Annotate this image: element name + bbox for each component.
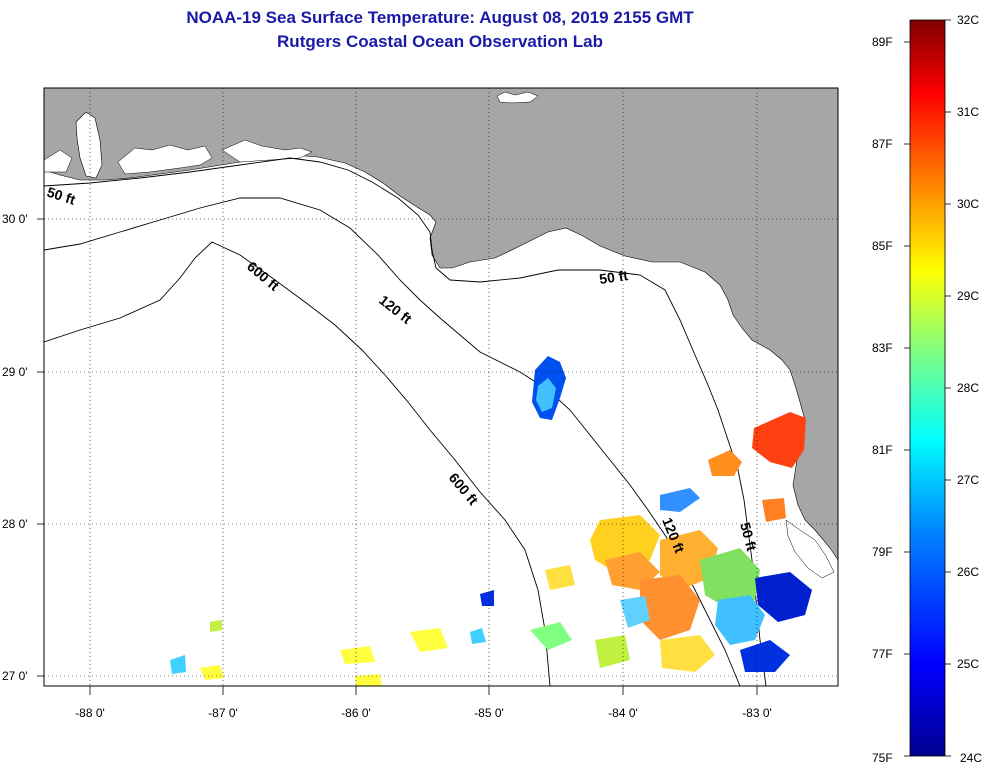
lon-label-87: -87 0' [208,706,238,720]
contour-50ft [44,157,767,686]
cbar-f-87: 87F [872,137,893,151]
map-subtitle: Rutgers Coastal Ocean Observation Lab [277,32,603,51]
perdido-bay [44,149,73,173]
lat-label-28: 28 0' [2,517,28,531]
contour-label-50ft-south: 50 ft [737,521,760,553]
graticule [44,88,838,686]
lat-label-27: 27 0' [2,669,28,683]
lon-label-85: -85 0' [474,706,504,720]
cbar-c-24: 24C [960,751,982,765]
lat-label-29: 29 0' [2,365,28,379]
lon-label-88: -88 0' [75,706,105,720]
lon-label-86: -86 0' [341,706,371,720]
map-frame [43,87,839,687]
cbar-c-28: 28C [957,381,979,395]
tampa-bay [785,519,835,579]
colorbar [909,19,946,757]
cbar-c-29: 29C [957,289,979,303]
contour-label-50ft-east: 50 ft [598,267,629,287]
cbar-f-79: 79F [872,545,893,559]
cbar-f-85: 85F [872,239,893,253]
mobile-bay [75,111,103,179]
tick-marks [37,218,758,695]
sst-patches [170,356,812,686]
lake [496,91,539,104]
cbar-f-75: 75F [872,751,893,765]
lon-label-84: -84 0' [608,706,638,720]
pensacola-bay [117,144,213,175]
cbar-c-30: 30C [957,197,979,211]
map-title: NOAA-19 Sea Surface Temperature: August … [186,8,694,27]
cbar-f-89: 89F [872,35,893,49]
cbar-c-31: 31C [957,105,979,119]
cbar-f-81: 81F [872,443,893,457]
lon-label-83: -83 0' [742,706,772,720]
lat-label-30: 30 0' [2,212,28,226]
cbar-c-32: 32C [957,13,979,27]
cbar-c-27: 27C [957,473,979,487]
choctaw-bay [221,139,313,163]
cbar-f-77: 77F [872,647,893,661]
contour-600ft [44,241,551,686]
cbar-c-25: 25C [957,657,979,671]
colorbar-ticks [904,19,951,757]
cbar-c-26: 26C [957,565,979,579]
cbar-f-83: 83F [872,341,893,355]
